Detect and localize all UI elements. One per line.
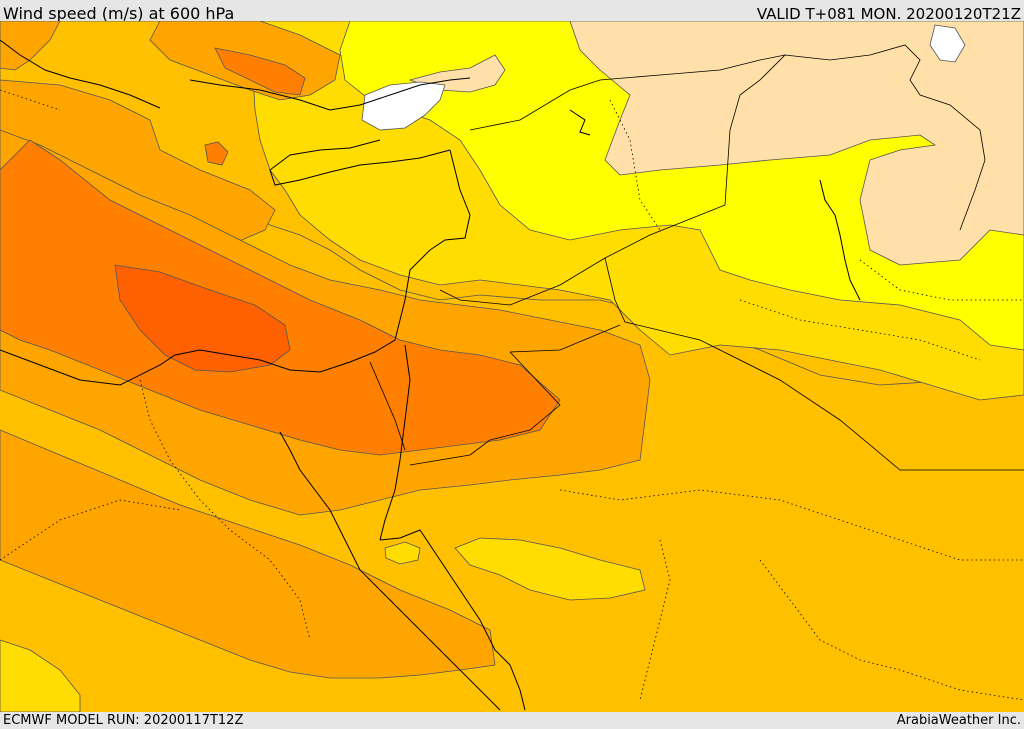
valid-time: VALID T+081 MON. 20200120T21Z <box>756 5 1021 23</box>
header-bar: Wind speed (m/s) at 600 hPa VALID T+081 … <box>0 0 1024 23</box>
map-title: Wind speed (m/s) at 600 hPa <box>3 4 235 23</box>
band-white-turkey <box>361 81 446 131</box>
band-dark-orange-jet <box>0 139 561 456</box>
band-orange-greece <box>0 21 61 71</box>
band-dark-balkans <box>214 47 306 96</box>
wind-speed-map <box>0 21 1024 712</box>
coastlines <box>0 39 861 711</box>
footer-bar: ECMWF MODEL RUN: 20200117T12Z ArabiaWeat… <box>0 712 1024 729</box>
model-run: ECMWF MODEL RUN: 20200117T12Z <box>3 713 244 728</box>
band-red-orange-core <box>114 264 291 373</box>
borders <box>369 44 1024 471</box>
band-gold-sw <box>0 639 81 712</box>
band-gold-south-patch <box>454 537 646 601</box>
internal-borders <box>0 89 1024 701</box>
map-canvas <box>0 21 1024 712</box>
band-gold-small <box>384 541 421 565</box>
band-dark-orange-island <box>204 141 229 166</box>
band-white-east <box>929 24 966 63</box>
provider-credit: ArabiaWeather Inc. <box>896 713 1021 728</box>
band-peach <box>569 21 1024 266</box>
